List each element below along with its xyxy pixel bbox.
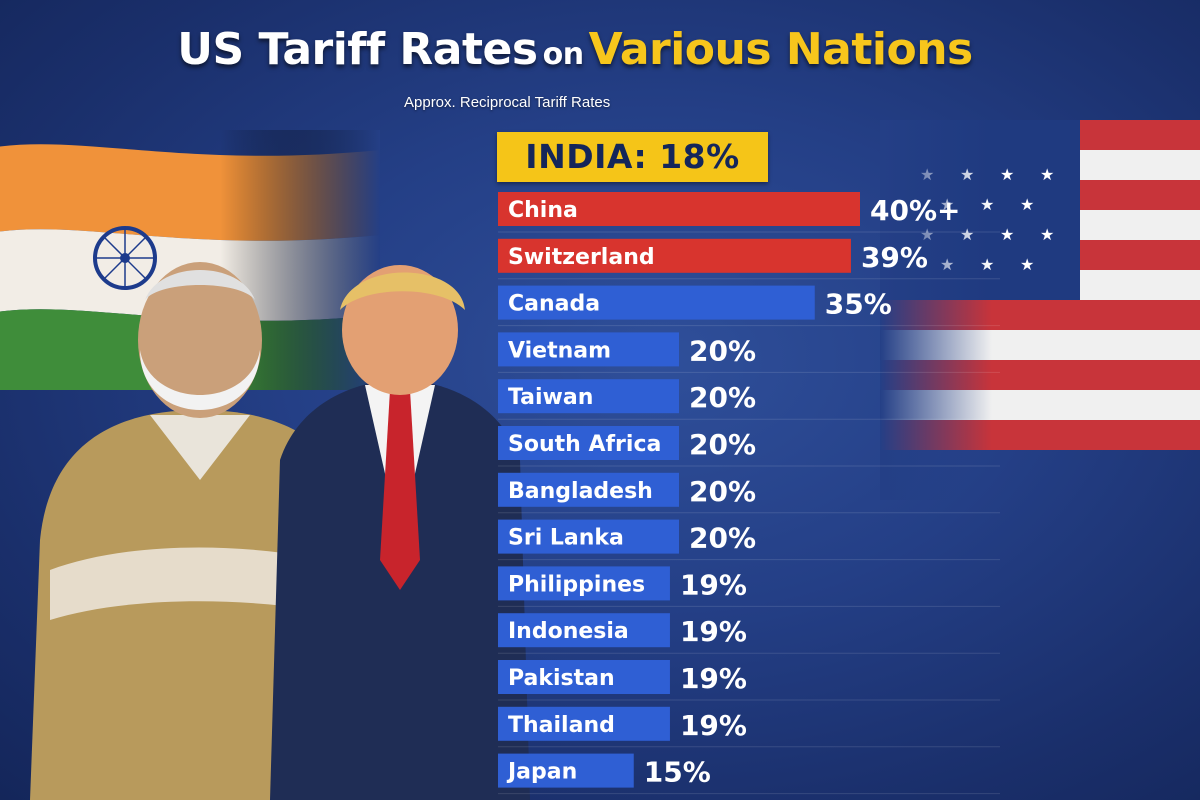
- bar-japan: [498, 753, 634, 788]
- category-label: Vietnam: [508, 338, 611, 363]
- category-label: Bangladesh: [508, 479, 653, 504]
- bar-pakistan: [498, 660, 670, 694]
- bar-switzerland: [498, 238, 851, 273]
- value-label: 20%: [689, 428, 756, 461]
- value-label: 19%: [680, 568, 747, 601]
- bar-bangladesh: [498, 472, 679, 507]
- title-part1: US Tariff Rates: [177, 24, 538, 75]
- bar-sri-lanka: [498, 519, 679, 554]
- value-label: 19%: [680, 615, 747, 648]
- bar-vietnam: [498, 332, 679, 367]
- category-label: Taiwan: [508, 385, 593, 410]
- value-label: 20%: [689, 334, 756, 367]
- bar-philippines: [498, 566, 670, 601]
- bar-thailand: [498, 706, 670, 741]
- category-label: Sri Lanka: [508, 526, 624, 551]
- us-flag: ★★★★ ★★★ ★★★★ ★★★: [880, 120, 1200, 500]
- bar-indonesia: [498, 613, 670, 648]
- value-label: 15%: [644, 756, 711, 789]
- value-label: 19%: [680, 662, 747, 695]
- bar-china: [498, 192, 860, 226]
- bar-taiwan: [498, 379, 679, 414]
- bar-canada: [498, 285, 815, 320]
- category-label: Canada: [508, 292, 600, 317]
- value-label: 40%+: [870, 194, 960, 227]
- title-part3: Various Nations: [588, 24, 974, 75]
- value-label: 20%: [689, 522, 756, 555]
- value-label: 35%: [825, 288, 892, 321]
- portrait-trump: [270, 265, 530, 800]
- category-label: Pakistan: [508, 666, 615, 691]
- value-label: 20%: [689, 475, 756, 508]
- india-highlight-badge: INDIA: 18%: [497, 132, 768, 182]
- category-label: South Africa: [508, 432, 661, 457]
- value-label: 39%: [861, 241, 928, 274]
- chart-subtitle: Approx. Reciprocal Tariff Rates: [404, 94, 611, 111]
- category-label: Indonesia: [508, 619, 629, 644]
- category-label: Japan: [506, 760, 577, 785]
- category-label: Switzerland: [508, 245, 655, 270]
- value-label: 20%: [689, 381, 756, 414]
- bar-south-africa: [498, 426, 679, 460]
- category-label: Philippines: [508, 572, 645, 597]
- category-label: China: [508, 198, 578, 223]
- category-label: Thailand: [508, 713, 615, 738]
- value-label: 19%: [680, 709, 747, 742]
- title-part2: on: [542, 37, 584, 72]
- chart-title: US Tariff Rates on Various Nations: [0, 24, 1150, 75]
